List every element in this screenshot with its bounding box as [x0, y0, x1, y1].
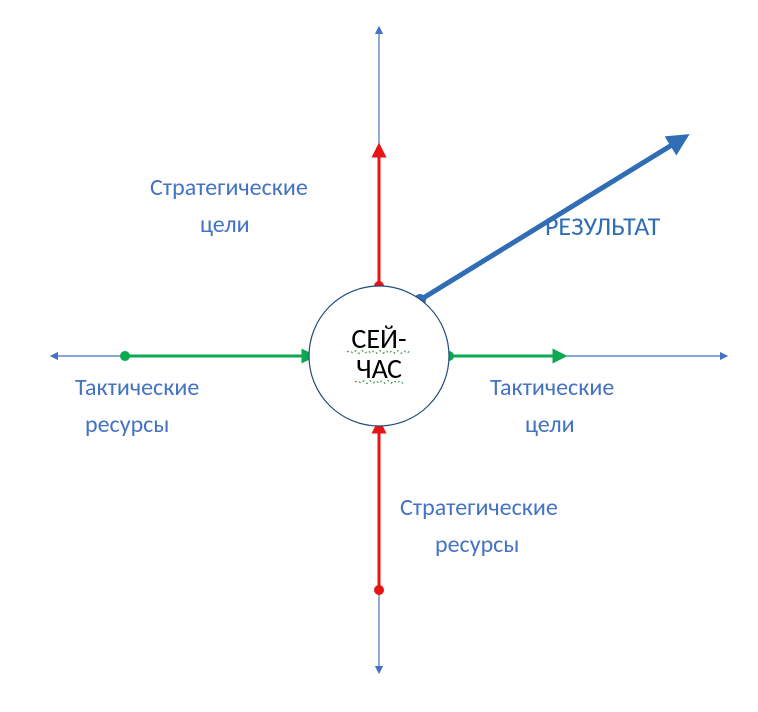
label-strategic-goals-line2: цели	[200, 210, 250, 239]
arrow-strategic-resources-origin	[374, 585, 384, 595]
label-strategic-resources-line1: Стратегические	[400, 493, 558, 522]
label-tactical-resources-line1: Тактические	[75, 373, 199, 402]
label-result: РЕЗУЛЬТАТ	[545, 210, 661, 242]
arrow-tactical-resources-origin	[120, 351, 130, 361]
diagram-canvas: СЕЙ- ЧАС Стратегические цели Стратегичес…	[0, 0, 758, 712]
center-label-line2: ЧАС	[356, 351, 402, 386]
label-tactical-resources-line2: ресурсы	[85, 410, 169, 439]
label-strategic-goals-line1: Стратегические	[150, 173, 308, 202]
label-strategic-resources-line2: ресурсы	[435, 530, 519, 559]
label-tactical-goals-line1: Тактические	[490, 373, 614, 402]
label-tactical-goals-line2: цели	[525, 410, 575, 439]
